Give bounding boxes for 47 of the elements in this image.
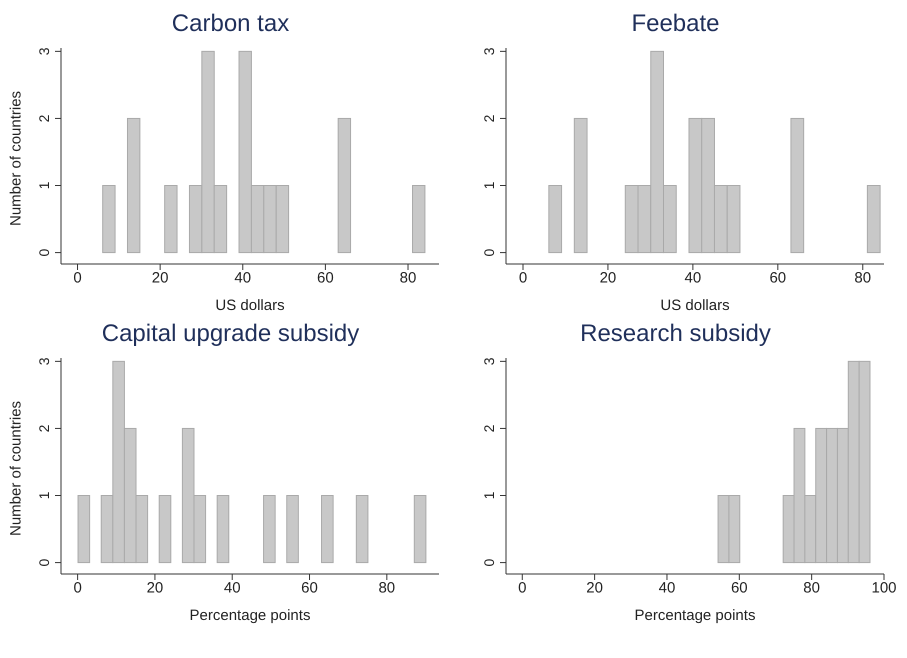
x-tick-label: 40	[684, 270, 702, 287]
y-tick-label: 1	[481, 181, 497, 190]
x-tick-label: 40	[224, 580, 241, 597]
chart-title: Carbon tax	[170, 10, 290, 39]
chart-title: Feebate	[630, 10, 721, 39]
y-axis-title: Number of countries	[7, 90, 24, 226]
x-tick-label: 80	[803, 580, 820, 597]
x-axis-title: US dollars	[660, 297, 730, 314]
x-tick-label: 0	[73, 580, 82, 597]
x-tick-label: 20	[146, 580, 164, 597]
x-tick-label: 80	[854, 270, 872, 287]
y-tick-label: 0	[36, 558, 52, 566]
x-tick-label: 40	[234, 270, 252, 287]
x-tick-label: 80	[378, 580, 396, 597]
y-tick-label: 0	[481, 558, 497, 566]
x-tick-label: 20	[600, 270, 616, 287]
x-tick-label: 80	[400, 270, 416, 287]
y-tick-label: 2	[481, 424, 497, 432]
y-tick-label: 2	[36, 424, 52, 432]
y-tick-label: 2	[481, 114, 497, 122]
x-axis-title: Percentage points	[634, 607, 756, 624]
y-tick-label: 1	[481, 491, 497, 500]
x-tick-label: 60	[730, 580, 748, 597]
y-tick-label: 0	[481, 248, 497, 256]
x-tick-label: 40	[658, 580, 676, 597]
x-tick-label: 60	[317, 270, 334, 287]
x-axis-title: Percentage points	[190, 607, 310, 624]
y-tick-label: 3	[481, 357, 497, 366]
y-tick-label: 1	[36, 181, 52, 190]
x-tick-label: 60	[301, 580, 318, 597]
x-tick-label: 0	[518, 580, 526, 597]
chart-title: Research subsidy	[579, 320, 772, 349]
y-tick-label: 1	[36, 491, 52, 500]
y-tick-label: 0	[36, 248, 52, 256]
x-tick-label: 60	[769, 270, 786, 287]
y-tick-label: 3	[481, 47, 497, 56]
y-axis-title: Number of countries	[7, 400, 24, 536]
y-tick-label: 3	[36, 357, 52, 366]
x-tick-label: 100	[871, 580, 897, 597]
y-tick-label: 3	[36, 47, 52, 56]
chart-title: Capital upgrade subsidy	[100, 320, 360, 349]
x-tick-label: 20	[586, 580, 603, 597]
x-tick-label: 0	[73, 270, 82, 287]
x-tick-label: 20	[152, 270, 168, 287]
y-tick-label: 2	[36, 114, 52, 122]
x-axis-title: US dollars	[215, 297, 285, 314]
x-tick-label: 0	[518, 270, 528, 287]
